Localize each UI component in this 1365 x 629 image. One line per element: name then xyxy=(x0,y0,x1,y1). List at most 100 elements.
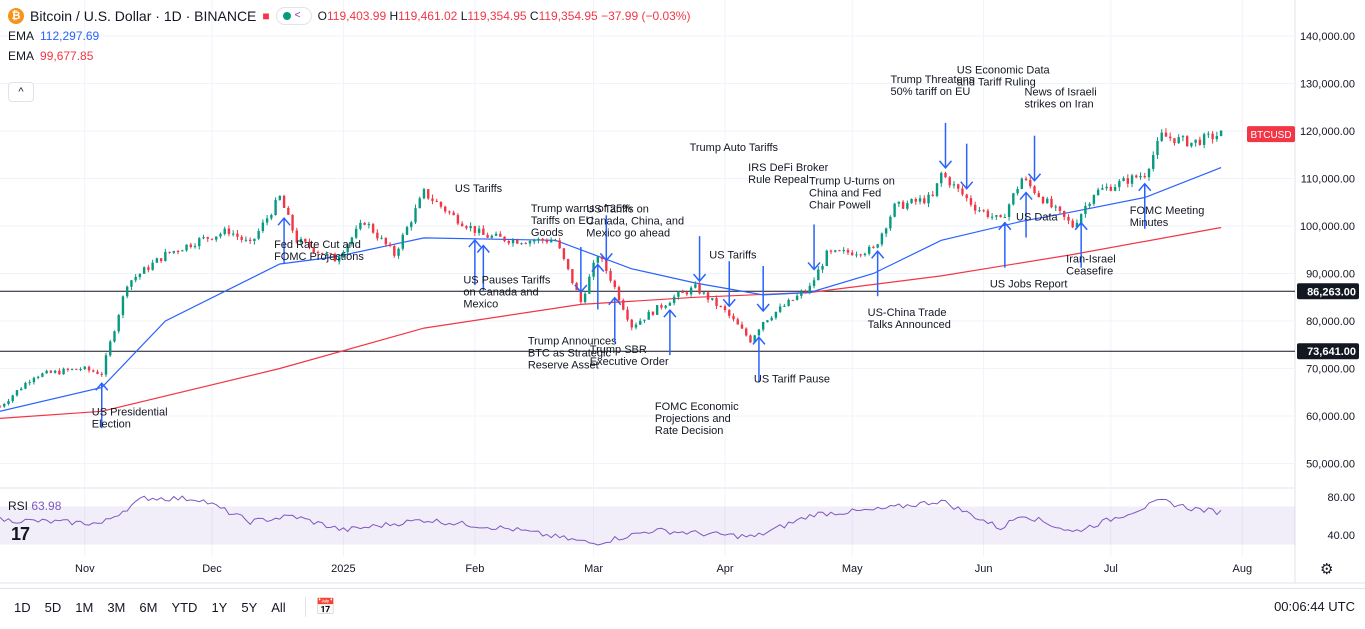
candle-down[interactable] xyxy=(562,248,566,260)
candle-up[interactable] xyxy=(53,370,57,373)
candle-down[interactable] xyxy=(804,291,807,293)
candle-up[interactable] xyxy=(672,296,676,304)
candle-up[interactable] xyxy=(880,233,884,245)
candle-up[interactable] xyxy=(634,324,638,328)
candle-up[interactable] xyxy=(193,246,197,248)
candle-up[interactable] xyxy=(1020,178,1024,189)
candle-up[interactable] xyxy=(918,198,922,202)
candle-up[interactable] xyxy=(753,335,756,343)
candle-up[interactable] xyxy=(1096,189,1100,196)
candle-down[interactable] xyxy=(295,230,298,243)
candle-up[interactable] xyxy=(825,250,828,267)
candle-down[interactable] xyxy=(371,224,375,233)
candle-up[interactable] xyxy=(1122,178,1125,182)
candle-down[interactable] xyxy=(316,252,320,254)
candle-up[interactable] xyxy=(533,240,536,242)
candle-down[interactable] xyxy=(473,225,477,233)
candle-down[interactable] xyxy=(973,204,977,211)
candle-up[interactable] xyxy=(215,236,218,240)
candle-down[interactable] xyxy=(435,200,438,202)
candle-up[interactable] xyxy=(134,277,137,281)
candle-up[interactable] xyxy=(490,235,494,238)
candle-up[interactable] xyxy=(711,298,714,300)
annotation-label[interactable]: Trump SBR Executive Order xyxy=(590,344,669,368)
candle-up[interactable] xyxy=(113,331,116,342)
candle-up[interactable] xyxy=(1084,205,1087,215)
candle-up[interactable] xyxy=(155,258,159,263)
candle-up[interactable] xyxy=(834,250,837,252)
candle-down[interactable] xyxy=(312,247,315,253)
annotation-label[interactable]: FOMC Meeting Minutes xyxy=(1130,205,1205,229)
candle-up[interactable] xyxy=(397,248,400,256)
timeframe-5y-button[interactable]: 5Y xyxy=(241,599,258,615)
candle-up[interactable] xyxy=(1113,187,1117,191)
candle-up[interactable] xyxy=(537,238,540,241)
candle-up[interactable] xyxy=(219,233,222,237)
candle-up[interactable] xyxy=(62,368,65,375)
candle-up[interactable] xyxy=(889,216,892,229)
candle-down[interactable] xyxy=(0,406,2,408)
candle-up[interactable] xyxy=(181,250,184,252)
rsi-legend[interactable]: RSI 63.98 xyxy=(8,499,62,513)
candle-up[interactable] xyxy=(1012,193,1015,205)
candle-down[interactable] xyxy=(503,236,506,242)
annotation-label[interactable]: US Tariffs on Canada, China, and Mexico go… xyxy=(586,203,684,239)
candle-up[interactable] xyxy=(1092,195,1096,204)
candle-down[interactable] xyxy=(626,309,629,320)
candle-up[interactable] xyxy=(265,218,269,223)
candle-up[interactable] xyxy=(24,382,27,389)
candle-up[interactable] xyxy=(655,305,659,315)
candle-up[interactable] xyxy=(422,189,426,199)
timeframe-all-button[interactable]: All xyxy=(271,599,286,615)
candle-up[interactable] xyxy=(342,252,345,257)
candle-up[interactable] xyxy=(253,238,256,241)
timeframe-3m-button[interactable]: 3M xyxy=(107,599,126,615)
candle-up[interactable] xyxy=(757,329,761,336)
candle-down[interactable] xyxy=(210,238,214,240)
candle-up[interactable] xyxy=(19,388,23,391)
candle-up[interactable] xyxy=(79,369,82,371)
candle-down[interactable] xyxy=(282,195,286,208)
rsi-line[interactable] xyxy=(0,495,1222,546)
candle-down[interactable] xyxy=(851,252,854,256)
candle-down[interactable] xyxy=(660,305,663,308)
ema-slow-line[interactable] xyxy=(0,226,1222,419)
candle-down[interactable] xyxy=(524,243,527,245)
candle-up[interactable] xyxy=(104,355,108,375)
alert-icon[interactable]: ■ xyxy=(262,9,270,23)
candle-down[interactable] xyxy=(791,299,795,301)
annotation-label[interactable]: US Jobs Report xyxy=(990,279,1068,291)
candle-up[interactable] xyxy=(520,243,523,245)
candle-up[interactable] xyxy=(1101,188,1104,190)
candle-up[interactable] xyxy=(1147,168,1151,178)
candle-down[interactable] xyxy=(609,270,612,281)
candle-up[interactable] xyxy=(278,195,282,200)
candle-down[interactable] xyxy=(566,259,570,270)
candle-up[interactable] xyxy=(1156,140,1159,155)
candle-up[interactable] xyxy=(125,286,129,297)
candle-down[interactable] xyxy=(558,240,561,249)
candle-down[interactable] xyxy=(571,269,574,284)
candle-up[interactable] xyxy=(1190,142,1193,147)
candle-up[interactable] xyxy=(244,239,248,241)
candle-down[interactable] xyxy=(431,198,434,201)
candle-up[interactable] xyxy=(1016,188,1019,194)
candle-up[interactable] xyxy=(257,230,260,239)
candle-down[interactable] xyxy=(159,258,163,262)
candle-up[interactable] xyxy=(274,199,277,216)
candle-down[interactable] xyxy=(1211,133,1214,140)
annotation-label[interactable]: Fed Rate Cut and FOMC Projections xyxy=(274,239,364,263)
candle-up[interactable] xyxy=(549,240,553,243)
candle-up[interactable] xyxy=(1215,136,1219,140)
candle-down[interactable] xyxy=(333,253,337,262)
candle-down[interactable] xyxy=(613,280,616,288)
annotation-label[interactable]: Trump Announces BTC as Strategic Reserve A… xyxy=(528,336,617,372)
candle-down[interactable] xyxy=(1143,176,1146,178)
candle-up[interactable] xyxy=(1003,216,1007,218)
candle-up[interactable] xyxy=(876,244,879,248)
candle-up[interactable] xyxy=(3,404,6,407)
candle-down[interactable] xyxy=(308,241,311,248)
candle-down[interactable] xyxy=(58,370,61,375)
candle-up[interactable] xyxy=(109,341,112,356)
annotation-label[interactable]: Trump Threatens 50% tariff on EU xyxy=(890,74,974,98)
